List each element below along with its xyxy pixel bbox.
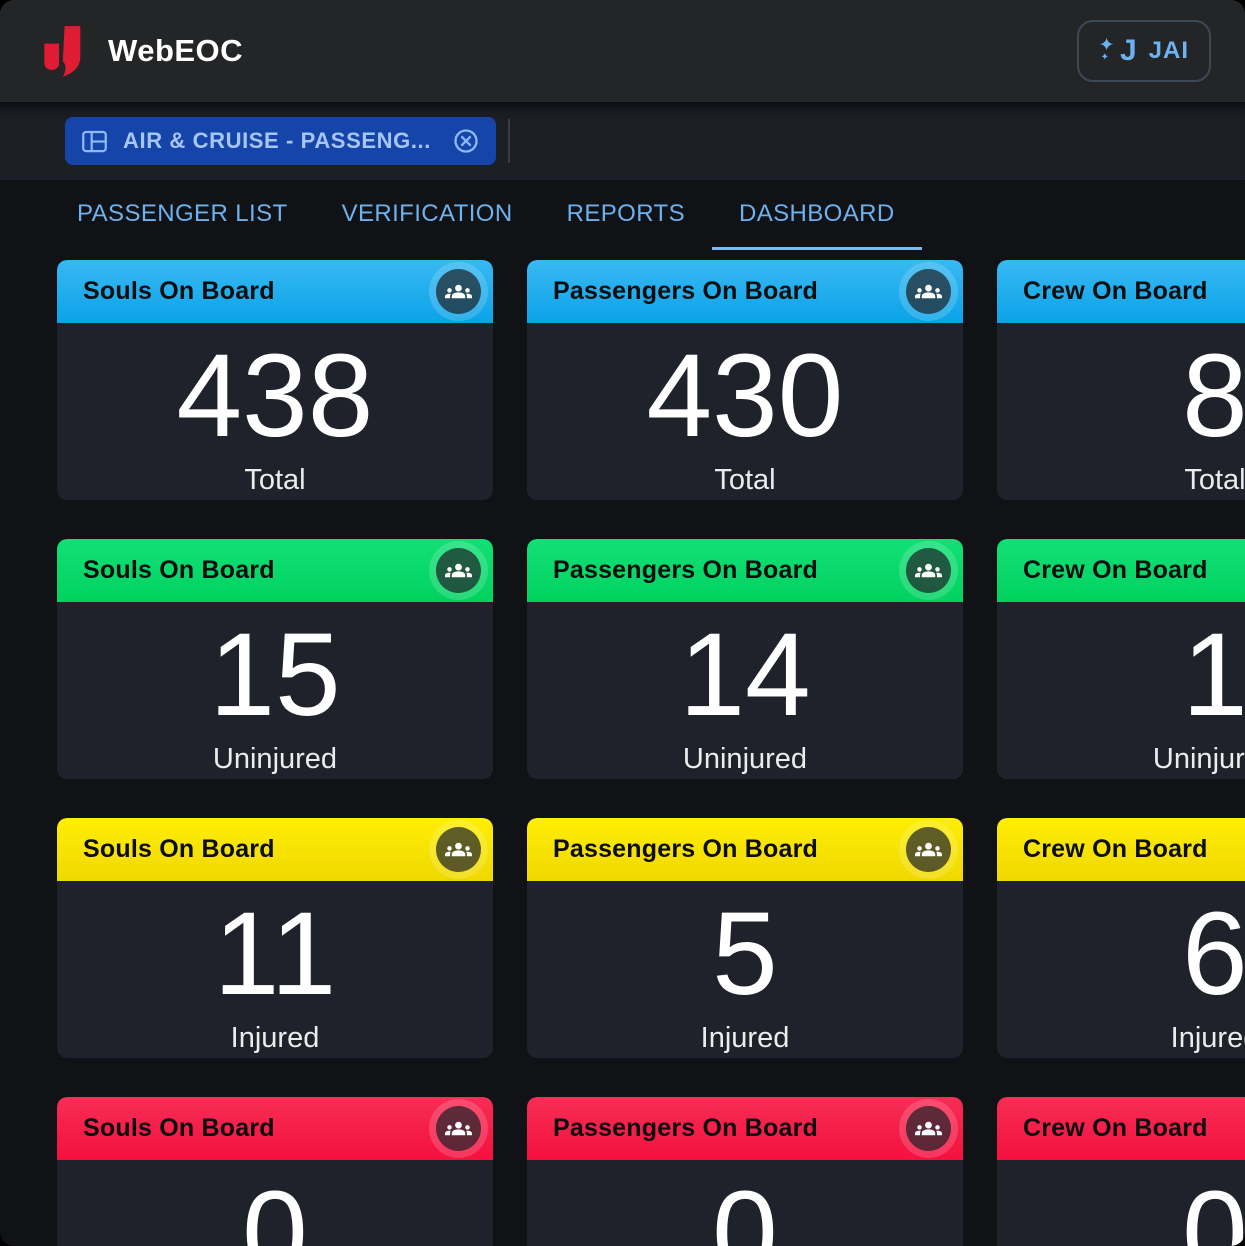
stat-card-title: Souls On Board — [83, 1114, 275, 1142]
stat-card: Passengers On Board 5 Injured — [527, 818, 963, 1058]
stat-card: Crew On Board 0 — [997, 1097, 1245, 1246]
stat-card: Souls On Board 0 — [57, 1097, 493, 1246]
stat-card-label: Total — [1184, 464, 1245, 496]
board-layout-icon — [82, 130, 107, 152]
stat-card-value: 0 — [1182, 1167, 1245, 1246]
groups-icon[interactable] — [906, 548, 951, 593]
stat-card-title: Passengers On Board — [553, 835, 819, 863]
juvare-shield-icon — [44, 26, 81, 77]
stat-card-header: Passengers On Board — [527, 1097, 963, 1160]
stat-card-header: Crew On Board — [997, 818, 1245, 881]
groups-icon[interactable] — [436, 827, 481, 872]
stat-card-body: 0 — [527, 1160, 963, 1246]
groups-icon[interactable] — [906, 827, 951, 872]
tab-verification[interactable]: VERIFICATION — [341, 199, 513, 227]
stat-card-value: 430 — [646, 330, 844, 462]
stat-card-body: 8 Total — [997, 323, 1245, 497]
stat-card: Souls On Board 11 Injured — [57, 818, 493, 1058]
stat-card-header: Passengers On Board — [527, 539, 963, 602]
stat-card-value: 6 — [1182, 888, 1245, 1020]
stat-card: Passengers On Board 430 Total — [527, 260, 963, 500]
stat-card-title: Souls On Board — [83, 277, 275, 305]
stat-card-label: Injured — [230, 1022, 320, 1054]
board-tab-label: AIR & CRUISE - PASSENG... — [123, 128, 431, 153]
topbar: WebEOC ✦ ✦ J JAI — [0, 0, 1245, 102]
stat-card-header: Souls On Board — [57, 1097, 493, 1160]
groups-icon[interactable] — [906, 1106, 951, 1151]
jai-button-label: JAI — [1148, 37, 1189, 64]
stat-card-value: 0 — [712, 1167, 778, 1246]
stat-card-header: Crew On Board — [997, 1097, 1245, 1160]
stat-card-header: Souls On Board — [57, 260, 493, 323]
stat-card: Souls On Board 438 Total — [57, 260, 493, 500]
stat-card-label: Total — [244, 464, 306, 496]
stat-card-title: Passengers On Board — [553, 556, 819, 584]
stat-card-title: Passengers On Board — [553, 277, 819, 305]
tab-dashboard[interactable]: DASHBOARD — [711, 180, 922, 250]
stat-card: Passengers On Board 14 Uninjured — [527, 539, 963, 779]
stat-card-label: Uninjured — [1152, 743, 1245, 775]
stat-card-value: 14 — [679, 609, 811, 741]
board-tabstrip: AIR & CRUISE - PASSENG... — [0, 102, 1245, 180]
stat-card-title: Crew On Board — [1023, 1114, 1208, 1142]
stat-card-header: Souls On Board — [57, 818, 493, 881]
stat-card-header: Passengers On Board — [527, 260, 963, 323]
stat-card-value: 8 — [1182, 330, 1245, 462]
tab-passenger-list[interactable]: PASSENGER LIST — [77, 199, 288, 227]
stat-card-value: 11 — [213, 888, 337, 1020]
stat-card-body: 0 — [997, 1160, 1245, 1246]
stat-card-label: Uninjured — [212, 743, 338, 775]
stat-card-value: 438 — [176, 330, 374, 462]
stat-card-header: Crew On Board — [997, 260, 1245, 323]
groups-icon[interactable] — [436, 1106, 481, 1151]
stat-card-body: 15 Uninjured — [57, 602, 493, 776]
stat-card-body: 6 Injured — [997, 881, 1245, 1055]
stat-card-body: 430 Total — [527, 323, 963, 497]
stat-card-title: Crew On Board — [1023, 277, 1208, 305]
stat-card-label: Injured — [1170, 1022, 1245, 1054]
stat-card-value: 1 — [1182, 609, 1245, 741]
groups-icon[interactable] — [436, 548, 481, 593]
groups-icon[interactable] — [906, 269, 951, 314]
stat-card-value: 5 — [712, 888, 778, 1020]
sparkle-j-icon: ✦ ✦ J — [1098, 34, 1137, 67]
stat-card-header: Passengers On Board — [527, 818, 963, 881]
view-tabs: PASSENGER LIST VERIFICATION REPORTS DASH… — [0, 180, 1245, 250]
stat-card: Crew On Board 6 Injured — [997, 818, 1245, 1058]
stat-card-title: Passengers On Board — [553, 1114, 819, 1142]
stat-card-header: Souls On Board — [57, 539, 493, 602]
cards-grid: Souls On Board 438 Total Passengers On B… — [57, 260, 1245, 1246]
stat-card-body: 438 Total — [57, 323, 493, 497]
stat-card-label: Uninjured — [682, 743, 808, 775]
stat-card-value: 0 — [242, 1167, 308, 1246]
stat-card: Crew On Board 8 Total — [997, 260, 1245, 500]
groups-icon[interactable] — [436, 269, 481, 314]
stat-card-body: 11 Injured — [57, 881, 493, 1055]
stat-card-label: Total — [714, 464, 776, 496]
stat-card-title: Crew On Board — [1023, 556, 1208, 584]
stat-card: Crew On Board 1 Uninjured — [997, 539, 1245, 779]
stat-card-body: 5 Injured — [527, 881, 963, 1055]
tab-divider — [507, 119, 510, 163]
stat-card-title: Souls On Board — [83, 556, 275, 584]
stat-card-title: Souls On Board — [83, 835, 275, 863]
stat-card-body: 1 Uninjured — [997, 602, 1245, 776]
stat-card-label: Injured — [700, 1022, 790, 1054]
stat-card-body: 0 — [57, 1160, 493, 1246]
board-tab-air-cruise[interactable]: AIR & CRUISE - PASSENG... — [65, 117, 496, 165]
stat-card-title: Crew On Board — [1023, 835, 1208, 863]
tab-reports[interactable]: REPORTS — [566, 199, 685, 227]
stat-card: Souls On Board 15 Uninjured — [57, 539, 493, 779]
stat-card: Passengers On Board 0 — [527, 1097, 963, 1246]
stat-card-value: 15 — [209, 609, 341, 741]
stat-card-header: Crew On Board — [997, 539, 1245, 602]
stat-card-body: 14 Uninjured — [527, 602, 963, 776]
jai-button[interactable]: ✦ ✦ J JAI — [1076, 20, 1211, 82]
close-icon[interactable] — [452, 127, 480, 155]
app-title: WebEOC — [108, 33, 244, 68]
